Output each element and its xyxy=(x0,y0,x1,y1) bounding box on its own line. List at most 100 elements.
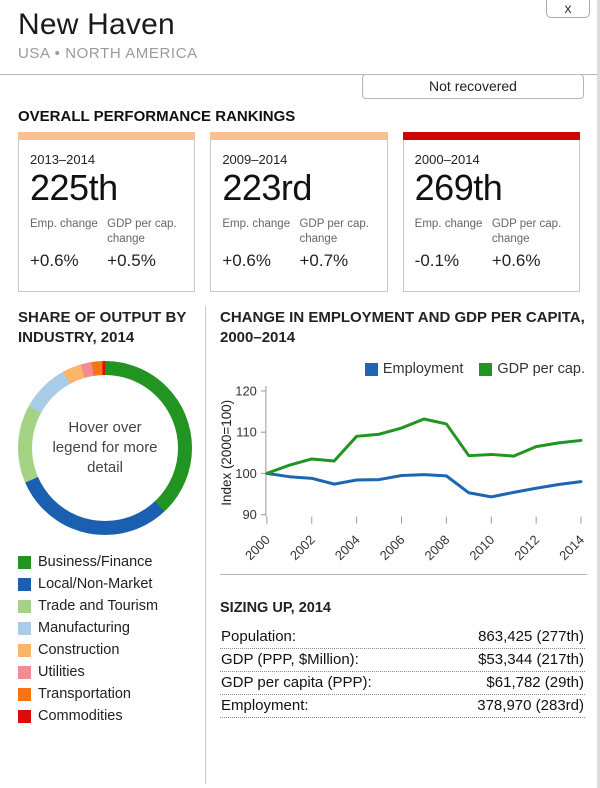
svg-text:2012: 2012 xyxy=(511,532,542,560)
close-button[interactable]: x xyxy=(546,0,590,18)
svg-text:2000: 2000 xyxy=(242,532,273,560)
svg-text:2006: 2006 xyxy=(377,532,408,560)
sizing-row: GDP (PPP, $Million): $53,344 (217th) xyxy=(220,649,585,673)
legend-swatch xyxy=(18,643,31,657)
sizing-value: $61,782 (29th) xyxy=(486,674,584,692)
chart-legend-item[interactable]: GDP per cap. xyxy=(479,361,585,377)
legend-label: Construction xyxy=(38,642,120,658)
right-column: CHANGE IN EMPLOYMENT AND GDP PER CAPITA,… xyxy=(206,306,597,784)
card-status-bar xyxy=(18,132,196,140)
emp-change-value: -0.1% xyxy=(414,251,460,271)
industry-legend-item[interactable]: Utilities xyxy=(18,661,197,683)
card-rank: 225th xyxy=(30,167,118,208)
sizing-label: GDP (PPP, $Million): xyxy=(221,651,359,669)
gdp-change-label: GDP per cap. change xyxy=(491,218,562,246)
emp-change-label: Emp. change xyxy=(414,218,483,231)
industry-donut-chart[interactable]: Hover over legend for more detail xyxy=(18,361,192,535)
card-period: 2009–2014 xyxy=(222,152,288,167)
status-divider: Not recovered xyxy=(0,74,597,100)
ranking-cards: 2013–2014 225th Emp. change +0.6% GDP pe… xyxy=(18,132,580,292)
ranking-card-2013-2014: 2013–2014 225th Emp. change +0.6% GDP pe… xyxy=(18,132,196,292)
legend-label: Transportation xyxy=(38,686,131,702)
ranking-card-2009-2014: 2009–2014 223rd Emp. change +0.6% GDP pe… xyxy=(210,132,388,292)
region-breadcrumb: USA • NORTH AMERICA xyxy=(18,45,198,62)
legend-label: Utilities xyxy=(38,664,85,680)
line-chart-legend: Employment GDP per cap. xyxy=(220,361,585,377)
donut-center: Hover over legend for more detail xyxy=(32,375,178,521)
emp-change-label: Emp. change xyxy=(30,218,98,231)
sizing-value: 863,425 (277th) xyxy=(478,628,584,646)
industry-legend-item[interactable]: Business/Finance xyxy=(18,551,197,573)
gdp-change-value: +0.7% xyxy=(299,251,349,271)
svg-text:120: 120 xyxy=(235,383,257,398)
industry-legend-item[interactable]: Transportation xyxy=(18,683,197,705)
legend-swatch xyxy=(18,621,31,635)
legend-label: Commodities xyxy=(38,708,123,724)
svg-text:2008: 2008 xyxy=(422,532,453,560)
legend-swatch xyxy=(479,362,493,376)
industry-chart-title: SHARE OF OUTPUT BY INDUSTRY, 2014 xyxy=(18,309,187,346)
page-title: New Haven xyxy=(18,8,175,41)
svg-text:2004: 2004 xyxy=(332,532,363,560)
sizing-label: GDP per capita (PPP): xyxy=(221,674,372,692)
employment-gdp-line-chart[interactable]: 90 100 110 120 2000 2002 2004 2006 2008 2010 2012 2… xyxy=(219,379,587,563)
emp-change-value: +0.6% xyxy=(30,251,79,271)
ranking-card-2000-2014: 2000–2014 269th Emp. change -0.1% GDP pe… xyxy=(402,132,580,292)
card-period: 2000–2014 xyxy=(414,152,480,167)
card-rank: 223rd xyxy=(222,167,312,208)
sizing-value: $53,344 (217th) xyxy=(478,651,584,669)
legend-label: Manufacturing xyxy=(38,620,130,636)
main-content: SHARE OF OUTPUT BY INDUSTRY, 2014 Hover … xyxy=(0,306,597,784)
sizing-row: Population: 863,425 (277th) xyxy=(220,626,585,650)
industry-share-section: SHARE OF OUTPUT BY INDUSTRY, 2014 Hover … xyxy=(0,306,206,784)
svg-text:100: 100 xyxy=(235,466,257,481)
card-rank: 269th xyxy=(414,167,503,208)
emp-change-label: Emp. change xyxy=(222,218,291,231)
legend-swatch xyxy=(364,362,378,376)
industry-legend-item[interactable]: Construction xyxy=(18,639,197,661)
legend-label: Trade and Tourism xyxy=(38,598,159,614)
industry-legend-item[interactable]: Manufacturing xyxy=(18,617,197,639)
industry-legend-item[interactable]: Local/Non-Market xyxy=(18,573,197,595)
rankings-heading: OVERALL PERFORMANCE RANKINGS xyxy=(18,108,296,125)
industry-legend-item[interactable]: Trade and Tourism xyxy=(18,595,197,617)
sizing-label: Population: xyxy=(221,628,297,646)
emp-change-value: +0.6% xyxy=(222,251,272,271)
industry-legend: Business/Finance Local/Non-Market Trade an… xyxy=(18,551,197,727)
industry-legend-item[interactable]: Commodities xyxy=(18,705,197,727)
svg-text:2014: 2014 xyxy=(556,532,587,560)
legend-label: Local/Non-Market xyxy=(38,576,153,592)
svg-text:90: 90 xyxy=(242,507,256,522)
line-chart-title: CHANGE IN EMPLOYMENT AND GDP PER CAPITA,… xyxy=(220,309,585,346)
legend-swatch xyxy=(18,709,31,723)
legend-swatch xyxy=(18,687,31,701)
sizing-label: Employment: xyxy=(221,697,309,715)
legend-swatch xyxy=(18,665,31,679)
gdp-change-label: GDP per cap. change xyxy=(107,218,177,246)
sizing-up-section: SIZING UP, 2014 Population: 863,425 (277t… xyxy=(220,573,587,719)
card-status-bar xyxy=(402,132,580,140)
legend-swatch xyxy=(18,599,31,613)
gdp-change-value: +0.6% xyxy=(491,251,541,271)
sizing-row: GDP per capita (PPP): $61,782 (29th) xyxy=(220,672,585,696)
card-status-bar xyxy=(210,132,388,140)
svg-text:2002: 2002 xyxy=(287,532,318,560)
sizing-heading: SIZING UP, 2014 xyxy=(220,599,331,616)
donut-hint-text: Hover over legend for more detail xyxy=(52,418,158,477)
chart-legend-item[interactable]: Employment xyxy=(364,361,464,377)
employment-gdp-section: CHANGE IN EMPLOYMENT AND GDP PER CAPITA,… xyxy=(219,308,587,566)
rankings-section: OVERALL PERFORMANCE RANKINGS 2013–2014 2… xyxy=(0,108,597,292)
legend-swatch xyxy=(18,577,31,591)
legend-label: Business/Finance xyxy=(38,554,153,570)
legend-label: GDP per cap. xyxy=(497,361,585,377)
legend-label: Employment xyxy=(382,361,464,377)
svg-text:Index (2000=100): Index (2000=100) xyxy=(220,400,234,506)
sizing-value: 378,970 (283rd) xyxy=(477,697,584,715)
svg-text:110: 110 xyxy=(236,425,257,440)
gdp-change-value: +0.5% xyxy=(107,251,156,271)
sizing-table: Population: 863,425 (277th) GDP (PPP, $Mil… xyxy=(220,626,585,719)
svg-text:2010: 2010 xyxy=(466,532,497,560)
sizing-row: Employment: 378,970 (283rd) xyxy=(220,695,585,719)
header: New Haven USA • NORTH AMERICA xyxy=(0,0,597,62)
